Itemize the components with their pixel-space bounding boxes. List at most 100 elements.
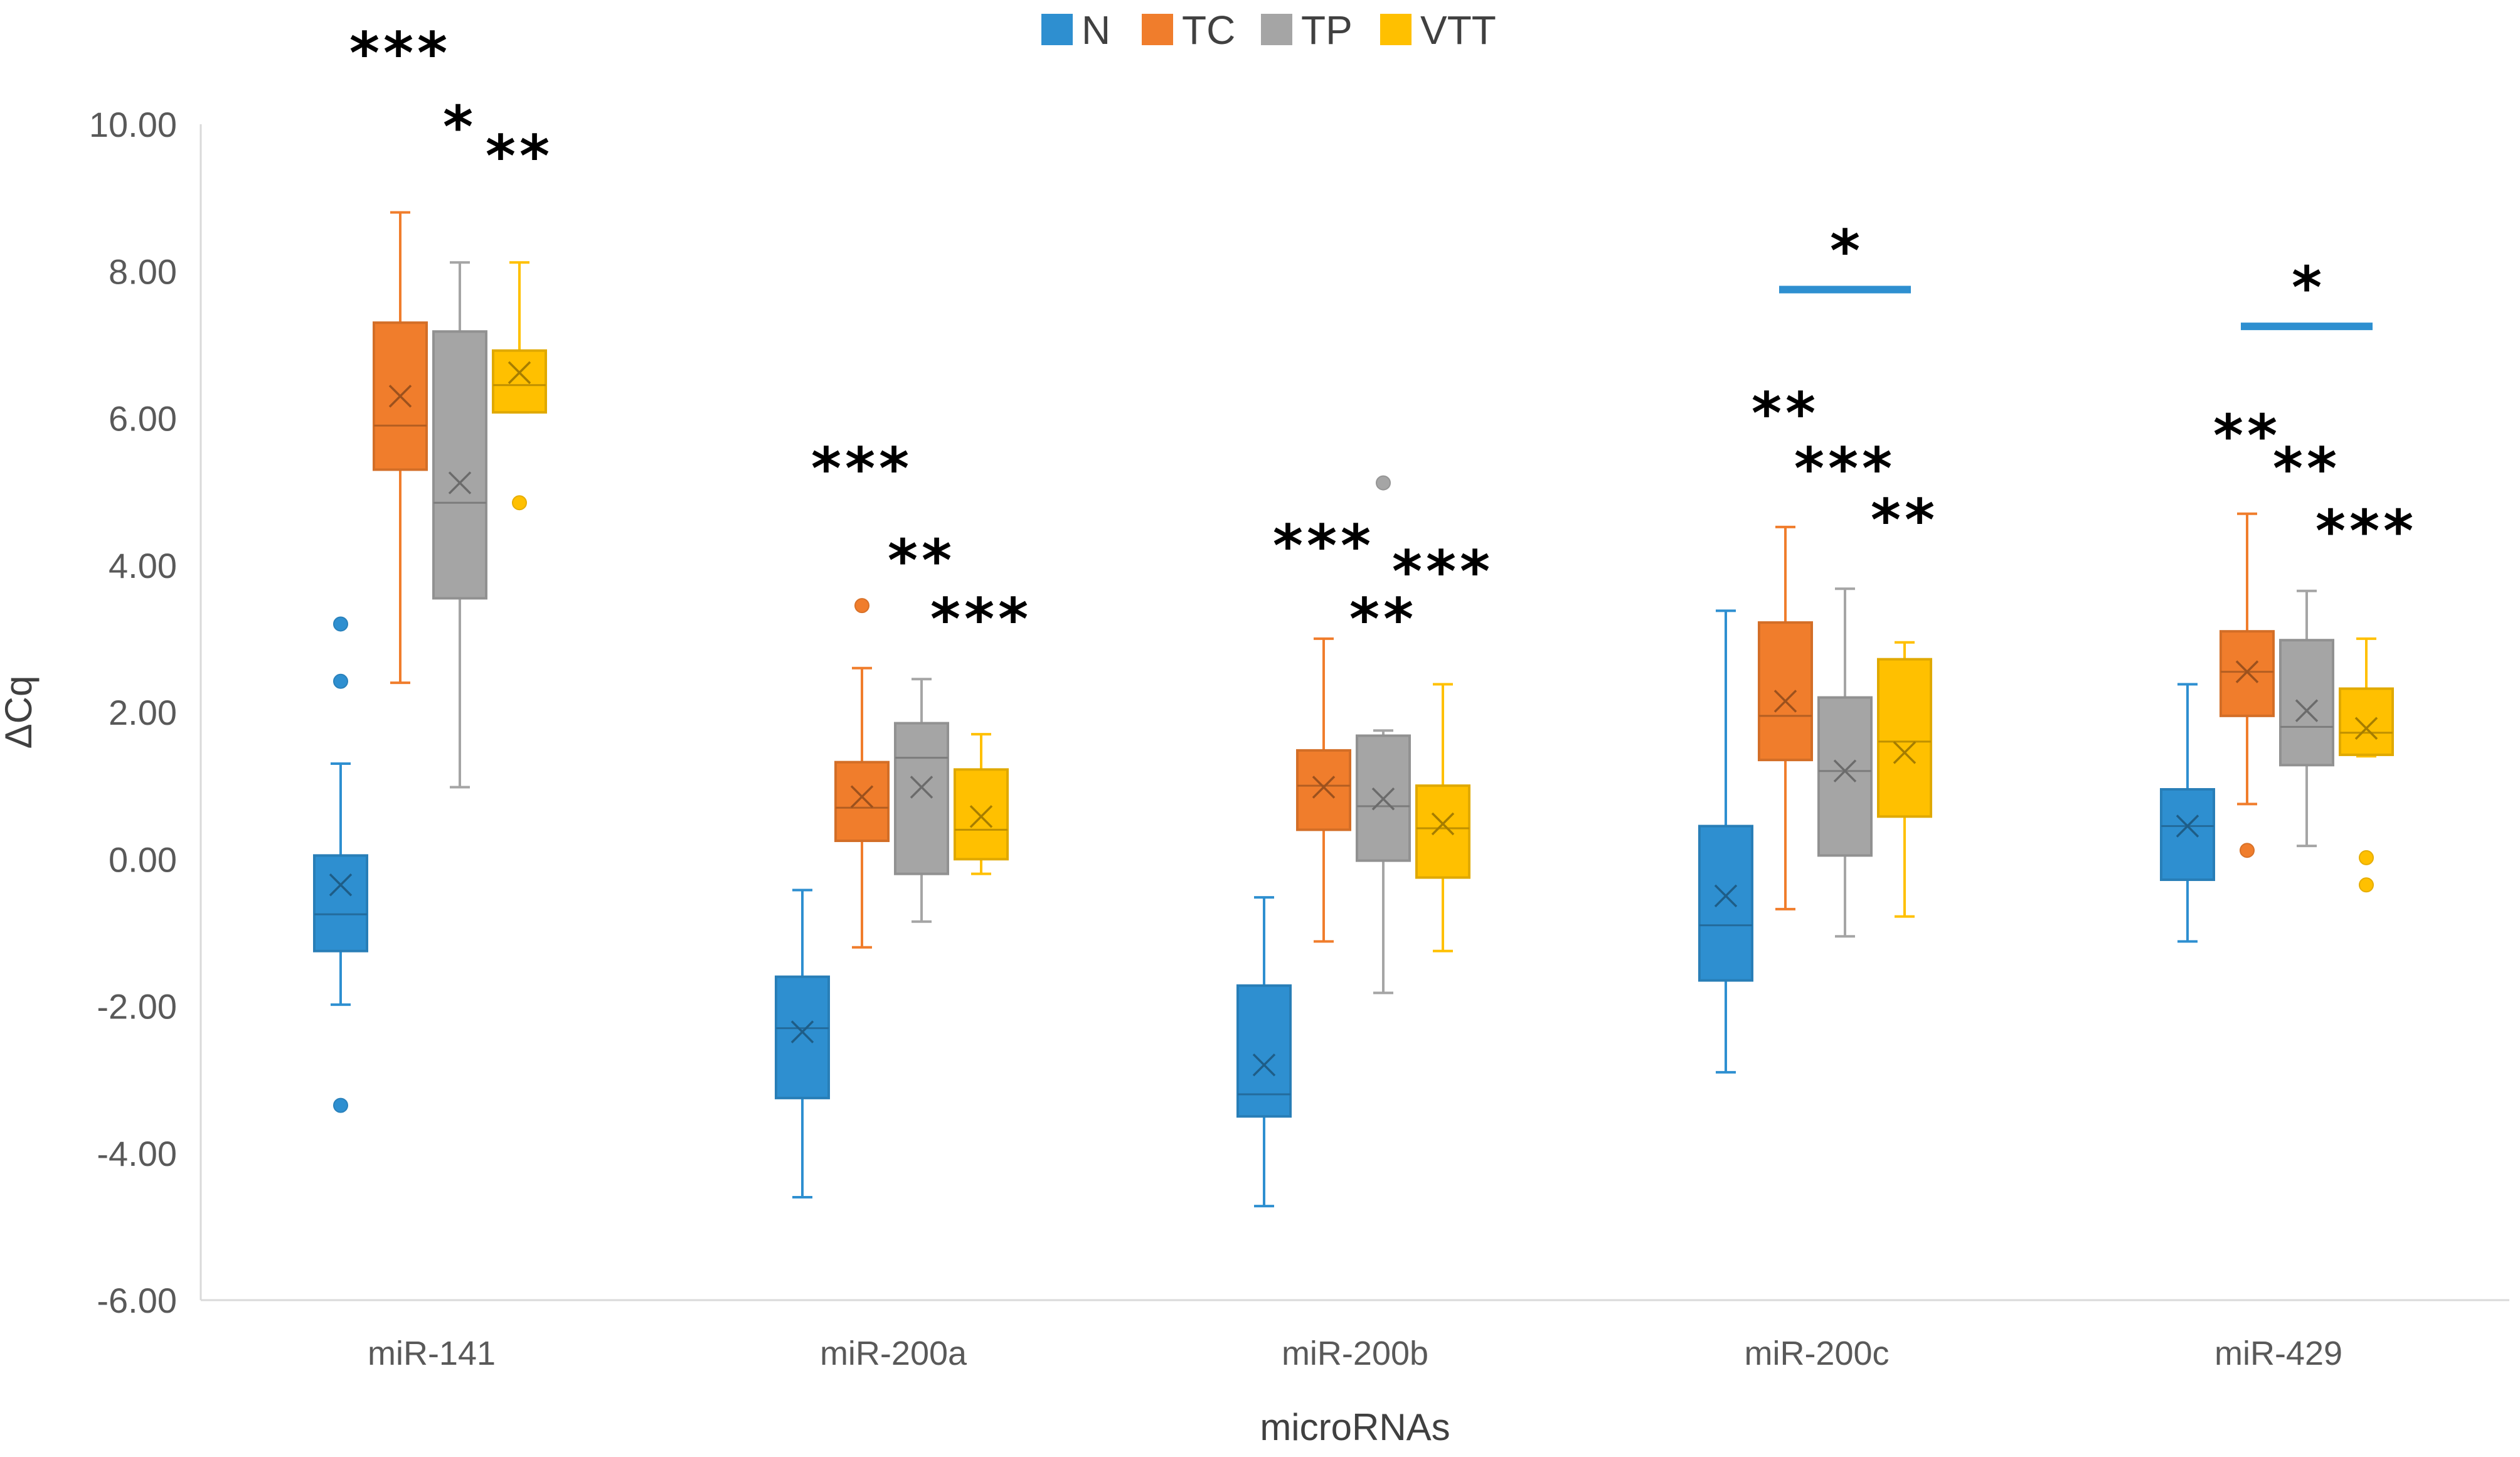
x-tick-label: miR-200c <box>1744 1335 1889 1372</box>
plot-area <box>313 211 2394 1208</box>
significance-bracket-label: * <box>2292 254 2322 321</box>
significance-label: *** <box>1794 435 1896 502</box>
outlier-point <box>333 616 348 632</box>
mean-marker <box>1252 1053 1276 1077</box>
outlier-point <box>512 495 527 511</box>
mean-marker <box>1312 776 1336 799</box>
iqr-box <box>1236 984 1292 1118</box>
mean-marker <box>850 785 874 808</box>
iqr-box <box>2339 687 2394 756</box>
significance-label: ** <box>2273 435 2341 502</box>
box-N-miR-429 <box>2160 683 2215 943</box>
significance-label: *** <box>2315 498 2417 565</box>
outlier-point <box>2359 850 2374 865</box>
legend-swatch <box>1380 14 1412 45</box>
legend-item-TP: TP <box>1261 8 1353 53</box>
mean-marker <box>2295 699 2319 722</box>
iqr-box <box>373 321 428 471</box>
mean-marker <box>1833 759 1857 782</box>
iqr-box <box>1698 825 1753 982</box>
y-tick-label: 10.00 <box>89 105 177 144</box>
significance-annotations: **** ********************************** <box>349 20 2417 653</box>
significance-label: ** <box>2213 402 2281 469</box>
iqr-box <box>1877 658 1932 818</box>
x-axis-title: microRNAs <box>1260 1406 1450 1448</box>
mean-marker <box>1893 741 1917 764</box>
significance-label: ** <box>1349 586 1417 653</box>
iqr-box <box>894 722 949 875</box>
significance-label: ** <box>888 527 955 594</box>
x-tick-label: miR-200a <box>820 1335 967 1372</box>
mean-marker <box>910 776 933 799</box>
significance-bracket-label: * <box>1830 218 1860 285</box>
iqr-box <box>492 349 547 414</box>
x-tick-label: miR-200b <box>1282 1335 1428 1372</box>
outlier-point <box>2359 877 2374 893</box>
iqr-box <box>1415 784 1470 879</box>
x-tick-label: miR-141 <box>368 1335 496 1372</box>
mean-marker <box>790 1020 814 1043</box>
legend-item-N: N <box>1041 8 1110 53</box>
legend: N TC TP VTT <box>1041 8 1496 53</box>
iqr-box <box>432 330 487 600</box>
box-TC-miR-429 <box>2220 512 2275 858</box>
box-TP-miR-200a <box>894 678 949 923</box>
iqr-box <box>1817 696 1873 857</box>
mean-marker <box>1431 812 1455 836</box>
significance-label: *** <box>349 20 451 87</box>
legend-item-TC: TC <box>1142 8 1235 53</box>
legend-label: VTT <box>1420 8 1496 53</box>
box-N-miR-200c <box>1698 609 1753 1074</box>
significance-label: *** <box>811 435 913 502</box>
legend-label: TP <box>1301 8 1353 53</box>
outlier-point <box>2240 843 2255 858</box>
box-N-miR-200a <box>775 889 830 1199</box>
iqr-box <box>2220 630 2275 717</box>
outlier-point <box>854 598 869 614</box>
significance-label: ** <box>486 123 553 190</box>
box-TC-miR-200c <box>1758 525 1813 910</box>
box-VTT-miR-200b <box>1415 683 1470 953</box>
iqr-box <box>2279 639 2334 767</box>
iqr-box <box>954 768 1009 861</box>
y-tick-label: 0.00 <box>109 840 177 879</box>
box-TC-miR-200a <box>834 598 890 949</box>
legend-label: N <box>1082 8 1110 53</box>
legend-swatch <box>1261 14 1292 45</box>
outlier-point <box>333 1097 348 1113</box>
mean-marker <box>1714 884 1738 908</box>
mean-marker <box>329 873 353 897</box>
mean-marker <box>508 361 531 385</box>
box-VTT-miR-200a <box>954 733 1009 875</box>
box-N-miR-200b <box>1236 896 1292 1208</box>
box-TC-miR-200b <box>1296 637 1351 943</box>
box-TP-miR-429 <box>2279 589 2334 848</box>
significance-label: ** <box>1752 380 1819 447</box>
y-tick-label: 4.00 <box>109 546 177 585</box>
mean-marker <box>2354 717 2378 740</box>
y-tick-label: 2.00 <box>109 693 177 732</box>
box-TP-miR-141 <box>432 261 487 789</box>
box-TC-miR-141 <box>373 211 428 685</box>
mean-marker <box>969 805 993 828</box>
mean-marker <box>1371 787 1395 811</box>
significance-label: ** <box>1871 486 1938 553</box>
iqr-box <box>834 761 890 842</box>
significance-label: *** <box>1273 512 1374 579</box>
y-axis-title: ΔCq <box>0 676 40 749</box>
y-tick-label: 6.00 <box>109 399 177 439</box>
x-tick-label: miR-429 <box>2214 1335 2342 1372</box>
y-tick-label: -2.00 <box>97 987 177 1027</box>
box-N-miR-141 <box>313 616 368 1113</box>
iqr-box <box>1758 621 1813 762</box>
iqr-box <box>1296 749 1351 831</box>
mean-marker <box>448 471 472 494</box>
mean-marker <box>2176 814 2199 838</box>
box-VTT-miR-429 <box>2339 637 2394 893</box>
legend-item-VTT: VTT <box>1380 8 1496 53</box>
mean-marker <box>388 385 412 408</box>
box-VTT-miR-200c <box>1877 641 1932 918</box>
iqr-box <box>2160 787 2215 882</box>
significance-label: * <box>443 93 477 161</box>
